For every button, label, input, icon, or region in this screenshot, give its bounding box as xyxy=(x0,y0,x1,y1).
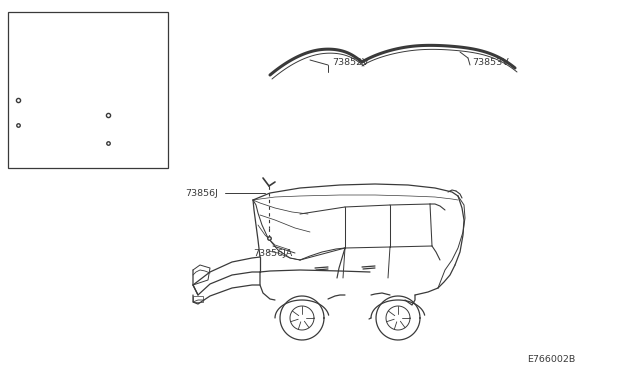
Bar xyxy=(8,12,168,168)
Text: 73852V: 73852V xyxy=(332,58,369,67)
Text: 73856JA: 73856JA xyxy=(90,148,126,157)
Bar xyxy=(193,296,203,302)
Text: 73852V: 73852V xyxy=(57,46,91,55)
Text: 73856J: 73856J xyxy=(185,189,218,198)
Text: 73853V: 73853V xyxy=(472,58,509,67)
Text: 73856J: 73856J xyxy=(24,108,54,116)
Text: 73853V: 73853V xyxy=(85,76,119,84)
Text: E766002B: E766002B xyxy=(527,356,575,365)
Text: W/ROOF RACK: W/ROOF RACK xyxy=(60,17,124,26)
Text: 73856JA: 73856JA xyxy=(253,248,292,257)
